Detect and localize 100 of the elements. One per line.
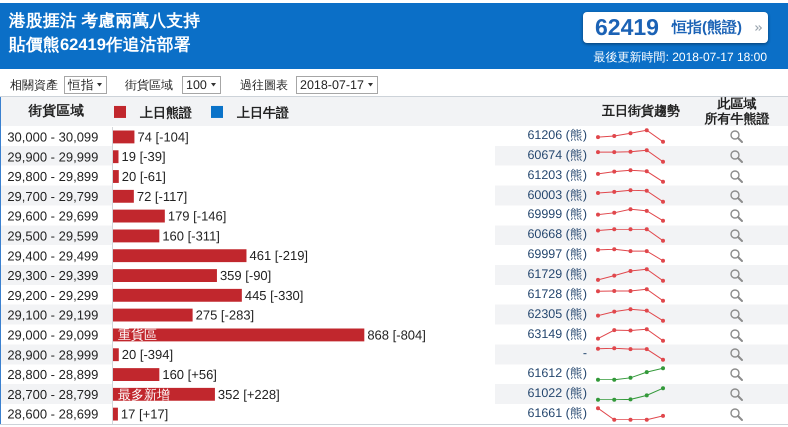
point bbox=[628, 288, 632, 293]
text: 60674 (熊) bbox=[526, 146, 587, 164]
point bbox=[612, 398, 616, 402]
data-label: 352 [+228] bbox=[218, 386, 280, 402]
y-tick-label: 29,300 - 29,399 bbox=[7, 268, 98, 284]
point bbox=[612, 378, 616, 382]
point bbox=[612, 346, 616, 351]
y-tick-label: 30,000 - 30,099 bbox=[7, 129, 98, 144]
point bbox=[644, 370, 649, 374]
dropdown: 100 bbox=[182, 76, 221, 94]
annotation: 最多新增 bbox=[118, 387, 170, 402]
point bbox=[628, 131, 632, 136]
data-label: 868 [-804] bbox=[367, 327, 426, 342]
point bbox=[596, 213, 600, 218]
bar bbox=[113, 368, 160, 381]
point bbox=[644, 326, 649, 331]
point bbox=[628, 168, 632, 172]
point bbox=[644, 188, 649, 192]
point bbox=[661, 358, 665, 362]
data-label: 359 [-90] bbox=[220, 268, 272, 284]
data-label: 160 [-311] bbox=[162, 228, 220, 244]
point bbox=[644, 308, 649, 312]
button: 62419 恒指(熊證) bbox=[583, 12, 768, 43]
point bbox=[628, 268, 632, 273]
text: 61612 (熊) bbox=[526, 365, 587, 382]
bar bbox=[113, 210, 165, 223]
data-label: 461 [-219] bbox=[249, 248, 308, 264]
point bbox=[612, 247, 616, 252]
point bbox=[661, 199, 665, 204]
point bbox=[628, 376, 632, 380]
text: 61728 (熊) bbox=[526, 286, 587, 303]
point bbox=[661, 258, 665, 263]
text: 61661 (熊) bbox=[526, 405, 587, 422]
chart-subtitle: 貼價熊62419作追沽部署 bbox=[9, 34, 191, 56]
y-tick-label: 29,900 - 29,999 bbox=[7, 149, 98, 164]
point bbox=[612, 211, 616, 216]
y-tick-label: 28,800 - 28,899 bbox=[7, 367, 98, 382]
point bbox=[628, 328, 632, 332]
data-label: 445 [-330] bbox=[244, 288, 304, 303]
point bbox=[661, 338, 665, 342]
data-label: 17 [+17] bbox=[120, 406, 168, 422]
data-label: 179 [-146] bbox=[168, 208, 226, 224]
point bbox=[644, 287, 649, 292]
point bbox=[596, 150, 600, 154]
bar bbox=[113, 328, 364, 342]
y-tick-label: 28,700 - 28,799 bbox=[7, 386, 98, 402]
text: 60003 (熊) bbox=[526, 186, 587, 204]
point bbox=[612, 328, 616, 332]
text: 61203 (熊) bbox=[526, 166, 587, 184]
point bbox=[628, 208, 632, 212]
point bbox=[596, 347, 600, 352]
bar bbox=[113, 130, 134, 144]
point bbox=[596, 190, 600, 195]
text: 60668 (熊) bbox=[526, 226, 587, 244]
text: 五日街貨趨勢 bbox=[601, 103, 681, 119]
point bbox=[628, 398, 632, 402]
point bbox=[596, 378, 600, 382]
bar bbox=[113, 408, 118, 421]
y-tick-label: 29,200 - 29,299 bbox=[7, 288, 98, 303]
point bbox=[612, 150, 616, 154]
point bbox=[661, 140, 665, 144]
bar bbox=[113, 190, 134, 203]
data-label: 74 [-104] bbox=[137, 129, 189, 144]
y-tick-label: 29,400 - 29,499 bbox=[7, 248, 98, 264]
bar bbox=[113, 249, 246, 262]
bar bbox=[113, 229, 160, 242]
data-label: 275 [-283] bbox=[196, 308, 254, 323]
point bbox=[644, 209, 649, 214]
y-tick-label: 28,900 - 28,999 bbox=[7, 347, 98, 362]
y-axis-title: 街貨區域 bbox=[27, 103, 86, 119]
text: 此區域 bbox=[716, 96, 758, 112]
y-tick-label: 29,100 - 29,199 bbox=[7, 308, 98, 323]
chart-title: 港股捱沽 考慮兩萬八支持 bbox=[9, 11, 201, 32]
point bbox=[661, 278, 665, 283]
point bbox=[661, 318, 665, 323]
bar bbox=[113, 150, 118, 164]
text: 61206 (熊) bbox=[526, 127, 587, 144]
data-label: 20 [-61] bbox=[122, 169, 166, 184]
y-tick-label: 29,700 - 29,799 bbox=[7, 188, 98, 204]
point bbox=[628, 306, 632, 311]
point bbox=[644, 267, 649, 272]
point bbox=[661, 179, 665, 184]
point bbox=[628, 249, 632, 254]
point bbox=[644, 128, 649, 132]
point bbox=[596, 135, 600, 140]
point bbox=[644, 249, 649, 254]
point bbox=[596, 278, 600, 282]
point bbox=[596, 289, 600, 294]
point bbox=[596, 313, 600, 318]
text: 61729 (熊) bbox=[526, 266, 587, 284]
data-label: 72 [-117] bbox=[136, 188, 188, 204]
y-tick-label: 29,000 - 29,099 bbox=[7, 327, 98, 342]
y-tick-label: 28,600 - 28,699 bbox=[7, 406, 98, 422]
point bbox=[644, 394, 649, 398]
point bbox=[644, 348, 649, 352]
point bbox=[628, 150, 632, 154]
text: 62305 (熊) bbox=[526, 306, 587, 323]
y-tick-label: 29,600 - 29,699 bbox=[7, 208, 98, 224]
dropdown: 2018-07-17 bbox=[296, 76, 378, 94]
point bbox=[612, 274, 616, 278]
